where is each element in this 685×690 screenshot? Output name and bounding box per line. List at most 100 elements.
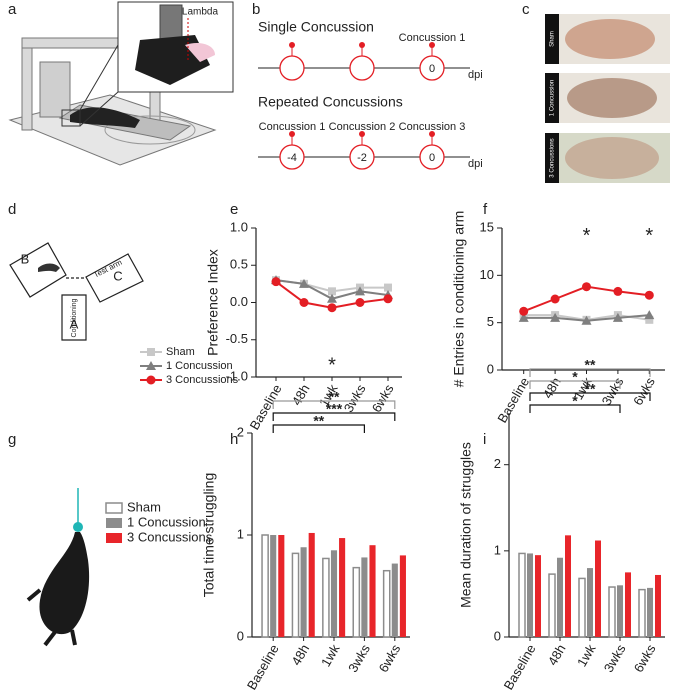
event-circle <box>349 144 375 170</box>
y-tick-label: -1.0 <box>226 368 248 383</box>
bar <box>608 586 616 638</box>
panel-letter: i <box>483 431 486 448</box>
bar <box>352 566 361 638</box>
mouse <box>26 488 90 647</box>
legend-label: Sham <box>166 346 195 358</box>
point <box>271 277 281 287</box>
event-circle <box>349 55 375 81</box>
bracket <box>529 368 651 377</box>
bracket <box>272 412 396 421</box>
event-label: Concussion 1 <box>259 121 326 133</box>
point <box>519 306 529 316</box>
bar <box>291 552 300 638</box>
point <box>644 290 654 300</box>
event-label: Concussion 2 <box>329 121 396 133</box>
point <box>383 294 393 304</box>
arm-label: C <box>113 268 122 283</box>
y-tick-label: 0.0 <box>230 294 248 309</box>
point <box>355 286 365 296</box>
point <box>518 312 529 322</box>
point <box>328 287 336 296</box>
x-tick-label: 6wks <box>369 381 397 415</box>
y-tick-label: 2 <box>494 456 501 471</box>
panel-letter: e <box>230 201 238 218</box>
event-day: -4 <box>287 152 297 164</box>
bar <box>330 550 338 637</box>
legend-label: 1 Concussion <box>166 360 233 372</box>
point <box>550 294 560 304</box>
panel-letter: h <box>230 431 238 448</box>
bar <box>300 547 307 637</box>
bar <box>399 555 406 637</box>
legend-label: 3 Concussions <box>127 529 213 544</box>
point <box>355 298 365 307</box>
y-tick-label: 0 <box>237 628 244 643</box>
bracket <box>272 424 365 433</box>
significance: * <box>583 225 591 247</box>
point <box>327 293 337 303</box>
panel-letter: d <box>8 201 16 218</box>
bar <box>587 568 593 637</box>
y-tick-label: 2 <box>237 424 244 439</box>
x-tick-label: 6wks <box>376 641 404 675</box>
x-tick-label: 48h <box>288 642 312 668</box>
point <box>613 286 623 296</box>
arm-label: A <box>70 316 79 331</box>
legend-label: 1 Concussion <box>127 514 206 529</box>
y-tick-label: 0.5 <box>230 257 248 272</box>
point <box>612 312 623 322</box>
conditioning-arm: Conditioning <box>71 298 78 337</box>
y-axis-label: Mean duration of struggles <box>458 442 474 608</box>
bar <box>638 588 646 638</box>
inset-label: Lambda <box>182 7 219 18</box>
event-label: Concussion 3 <box>399 121 466 133</box>
bar <box>578 577 586 638</box>
point <box>327 303 337 313</box>
point <box>644 310 655 320</box>
pin-head <box>289 42 295 48</box>
timeline-title: Repeated Concussions <box>258 94 403 110</box>
event-circle <box>279 55 305 81</box>
bar <box>647 587 653 637</box>
x-tick-label: 48h <box>545 642 569 668</box>
bar <box>527 553 533 637</box>
x-tick-label: 48h <box>289 382 313 408</box>
y-axis-label: Total time struggling <box>201 473 217 598</box>
legend-swatch <box>106 533 122 543</box>
point <box>550 312 561 322</box>
pin-head <box>429 42 435 48</box>
panel-letter: f <box>483 201 488 218</box>
x-tick-label: 1wk <box>574 641 599 669</box>
y-tick-label: 5 <box>487 314 494 329</box>
bar <box>625 572 631 637</box>
y-tick-label: -0.5 <box>226 331 248 346</box>
bar <box>655 574 661 637</box>
x-tick-label: 3wks <box>345 641 373 675</box>
y-tick-label: 0 <box>494 628 501 643</box>
bar <box>382 569 391 638</box>
bracket-label: *** <box>326 401 343 417</box>
legend-marker <box>147 348 155 356</box>
brain-label: 3 Concussions <box>550 138 556 177</box>
x-tick-label: Baseline <box>244 642 282 690</box>
bar <box>270 535 277 637</box>
event-day: 0 <box>429 152 435 164</box>
bar <box>548 573 556 638</box>
significance: * <box>645 225 653 247</box>
bar <box>308 532 315 637</box>
timeline-unit: dpi <box>468 69 483 81</box>
panel-letter: c <box>522 1 530 18</box>
apparatus <box>8 1 234 166</box>
y-tick-label: 0 <box>487 361 494 376</box>
y-tick-label: 10 <box>480 267 494 282</box>
x-tick-label: 3wks <box>341 381 369 415</box>
point <box>299 278 309 288</box>
pin-head <box>289 131 295 137</box>
legend-label: Sham <box>127 499 161 514</box>
pin-head <box>429 131 435 137</box>
bracket <box>272 400 396 409</box>
bracket-label: ** <box>313 413 324 429</box>
y-axis-label: Preference Index <box>205 249 221 356</box>
x-tick-label: 1wk <box>318 641 343 669</box>
bracket-label: ** <box>585 357 596 373</box>
